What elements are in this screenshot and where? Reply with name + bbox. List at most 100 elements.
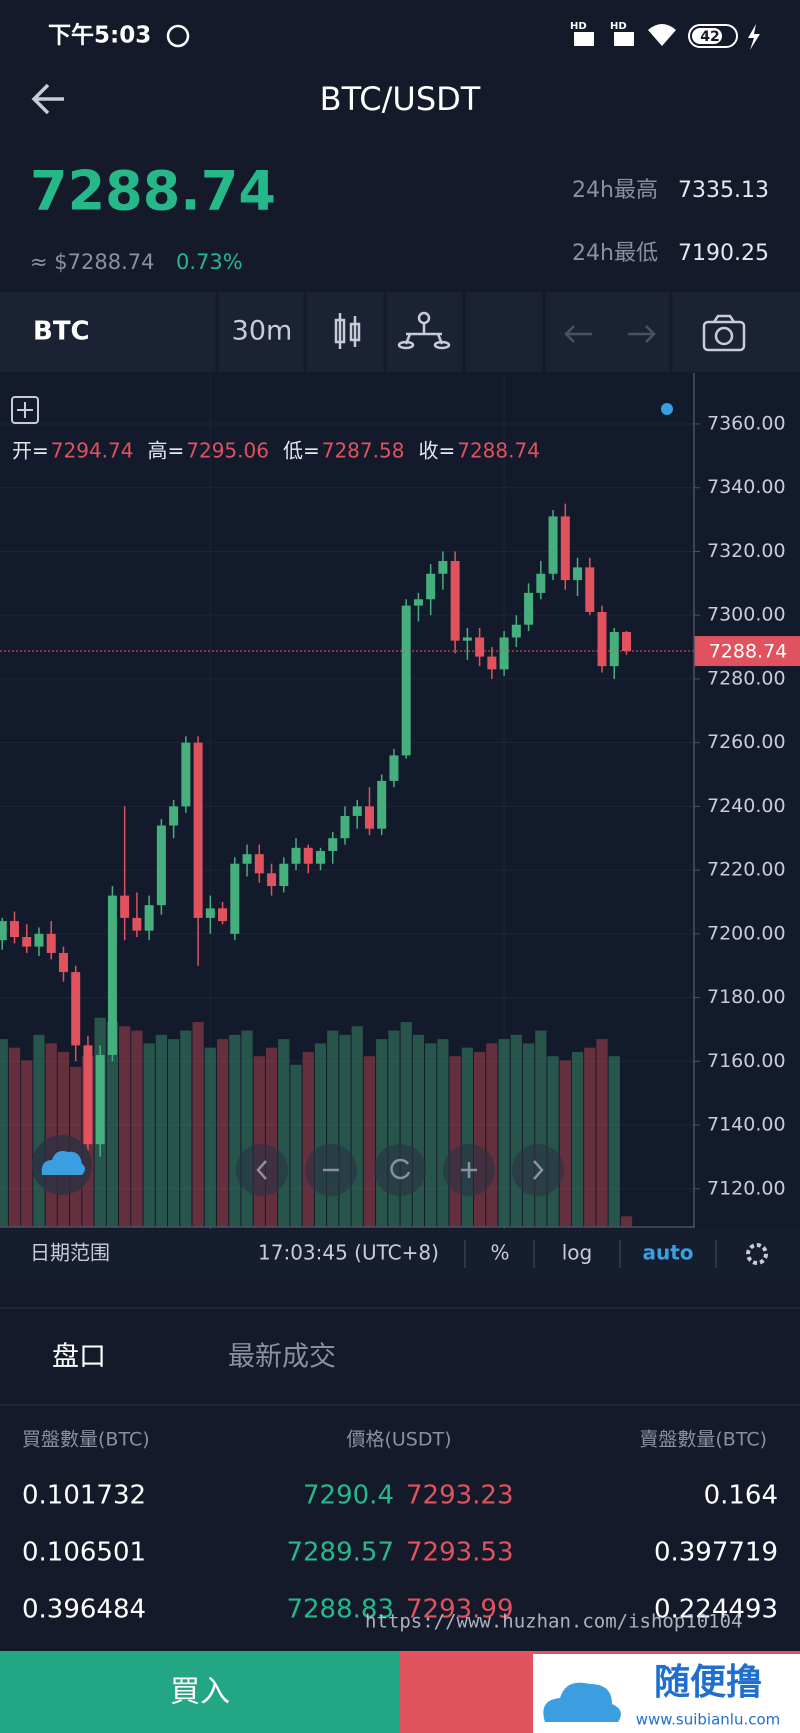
bid-qty: 0.106501	[22, 1538, 146, 1568]
volume-bar	[498, 1039, 510, 1227]
bid-price: 7290.4	[303, 1481, 394, 1511]
candle-body	[462, 637, 472, 641]
y-tick-label: 7140.00	[707, 1114, 786, 1136]
volume-bar	[608, 1056, 620, 1227]
scroll-right[interactable]	[512, 1144, 564, 1196]
buy-label: 買入	[170, 1675, 230, 1710]
candle-body	[536, 573, 546, 593]
volume-bar	[363, 1056, 376, 1227]
volume-bar	[204, 1047, 216, 1227]
date-range[interactable]: 日期范围	[30, 1241, 110, 1265]
network-label: HD	[570, 21, 587, 32]
bid-price: 7289.57	[286, 1538, 394, 1568]
y-tick-label: 7120.00	[707, 1177, 786, 1199]
volume-bar	[192, 1022, 204, 1227]
interval-button[interactable]: 30m	[232, 316, 293, 347]
candle-body	[316, 850, 325, 864]
volume-bar	[339, 1034, 351, 1227]
ask-price: 7293.23	[406, 1481, 514, 1511]
volume-bar	[425, 1043, 437, 1227]
candle-body	[524, 592, 534, 625]
volume-bar	[143, 1043, 155, 1227]
price-header: 價格(USDT)	[346, 1429, 451, 1451]
reset[interactable]	[374, 1144, 426, 1196]
candle-body	[573, 567, 583, 581]
tab-active[interactable]: 盘口	[52, 1342, 106, 1373]
battery-text: 42	[700, 29, 719, 45]
bid-qty: 0.396484	[22, 1595, 146, 1625]
candle-body	[242, 854, 252, 864]
candle-body	[499, 637, 509, 670]
battery-level	[692, 28, 722, 44]
y-tick-label: 7200.00	[707, 922, 786, 944]
indicator-button[interactable]	[397, 311, 451, 350]
candle-body	[193, 742, 203, 918]
charging-icon	[748, 24, 760, 50]
volume-bar	[510, 1034, 522, 1227]
settings-button[interactable]	[746, 1243, 768, 1265]
candle-body	[352, 806, 362, 816]
volume-bar	[620, 1216, 633, 1227]
ohlc-value: 7295.06	[186, 439, 269, 463]
chart: 7120.00 7140.00 7160.00 7180.00 7200.00 7220.…	[0, 373, 800, 1261]
candle-body	[120, 895, 130, 918]
tab[interactable]: 最新成交	[228, 1342, 336, 1373]
ask-header: 賣盤數量(BTC)	[639, 1429, 767, 1451]
symbol-button[interactable]: BTC	[33, 317, 90, 347]
candle-body	[267, 873, 277, 887]
redo-button[interactable]	[628, 325, 656, 343]
candle-body	[413, 599, 423, 606]
bid-qty: 0.101732	[22, 1481, 146, 1511]
candle-body	[291, 847, 301, 864]
volume-bar	[400, 1022, 412, 1227]
scroll-left[interactable]	[236, 1144, 288, 1196]
candle-body	[401, 605, 411, 756]
volume-bar	[522, 1043, 535, 1227]
ohlc-value: 7287.58	[322, 439, 405, 463]
add-indicator-plus	[17, 402, 33, 418]
volume-bar	[547, 1056, 559, 1227]
volume-bar	[474, 1051, 486, 1227]
candle-body	[609, 631, 619, 667]
volume-bar	[8, 1047, 21, 1227]
log-toggle[interactable]: log	[562, 1241, 593, 1265]
signal-icon	[614, 32, 634, 46]
candle-type-button[interactable]	[334, 313, 361, 349]
volume-bar	[449, 1056, 461, 1227]
percent-toggle[interactable]: %	[490, 1241, 509, 1265]
volume-bar	[229, 1034, 241, 1227]
network-label: HD	[610, 21, 627, 32]
candle-body	[597, 611, 607, 667]
volume-bar	[302, 1051, 314, 1227]
chart-area	[0, 373, 800, 1228]
candle-body	[169, 806, 179, 826]
volume-bar	[216, 1039, 229, 1227]
y-tick-label: 7340.00	[707, 476, 786, 498]
low-label: 24h最低	[572, 241, 658, 266]
undo-button[interactable]	[564, 325, 592, 343]
candle-body	[46, 933, 56, 953]
y-tick-label: 7220.00	[707, 859, 786, 881]
y-tick-label: 7240.00	[707, 795, 786, 817]
candle-body	[377, 780, 387, 829]
volume-bar	[290, 1064, 302, 1227]
buy-button[interactable]	[0, 1651, 400, 1733]
volume-bar	[278, 1039, 290, 1227]
candle-body	[205, 908, 215, 918]
auto-toggle[interactable]: auto	[642, 1241, 693, 1265]
candle-body	[230, 863, 240, 934]
last-price-label: 7288.74	[709, 641, 788, 663]
screenshot-button[interactable]	[702, 314, 746, 352]
back-button[interactable]	[31, 83, 64, 115]
volume-bar	[0, 1039, 8, 1227]
ohlc-value: 7288.74	[457, 439, 540, 463]
low-value: 7190.25	[678, 241, 769, 266]
add-indicator[interactable]	[11, 396, 39, 424]
volume-bar	[327, 1030, 339, 1227]
volume-bar	[253, 1056, 265, 1227]
y-tick-label: 7360.00	[707, 412, 786, 434]
volume-bar	[437, 1039, 449, 1227]
candle-body	[560, 516, 570, 581]
volume-bar	[461, 1047, 473, 1227]
